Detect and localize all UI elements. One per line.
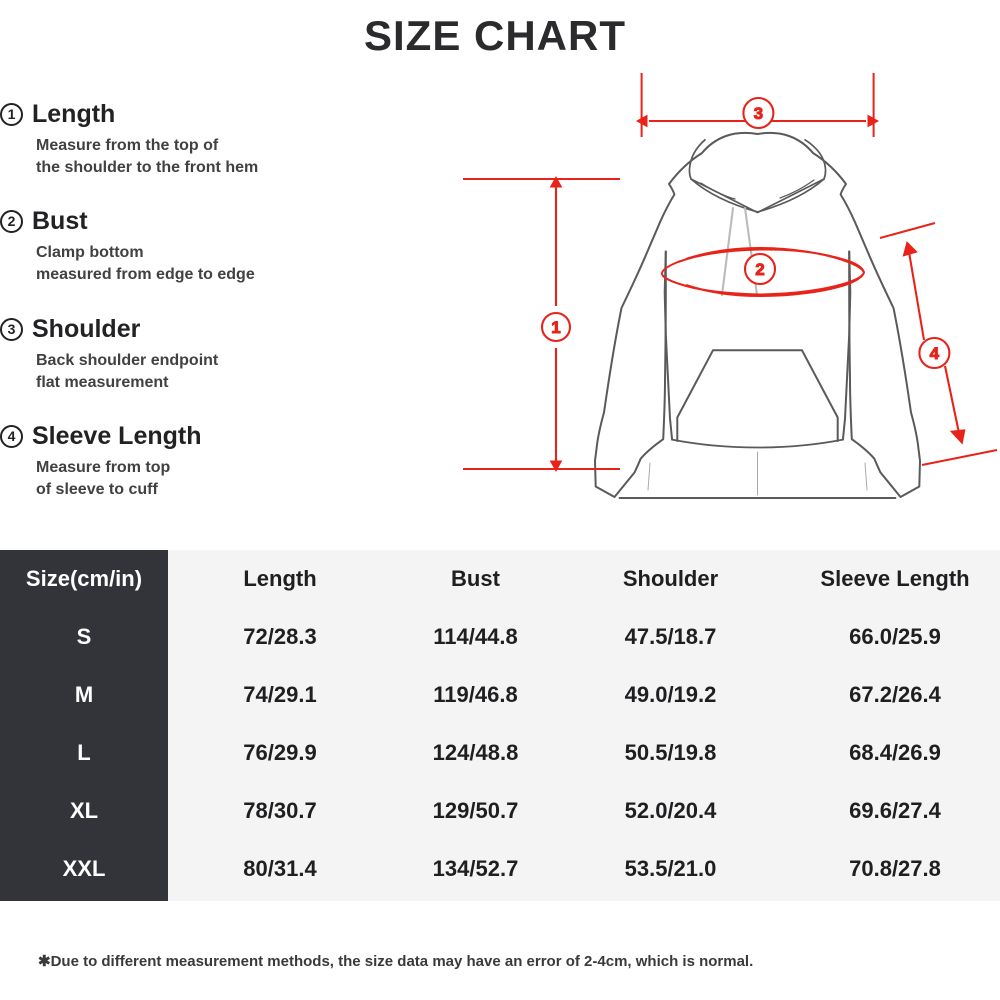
svg-text:2: 2 bbox=[755, 260, 764, 279]
svg-text:3: 3 bbox=[754, 104, 763, 123]
svg-text:4: 4 bbox=[930, 344, 940, 363]
svg-text:1: 1 bbox=[551, 318, 560, 337]
